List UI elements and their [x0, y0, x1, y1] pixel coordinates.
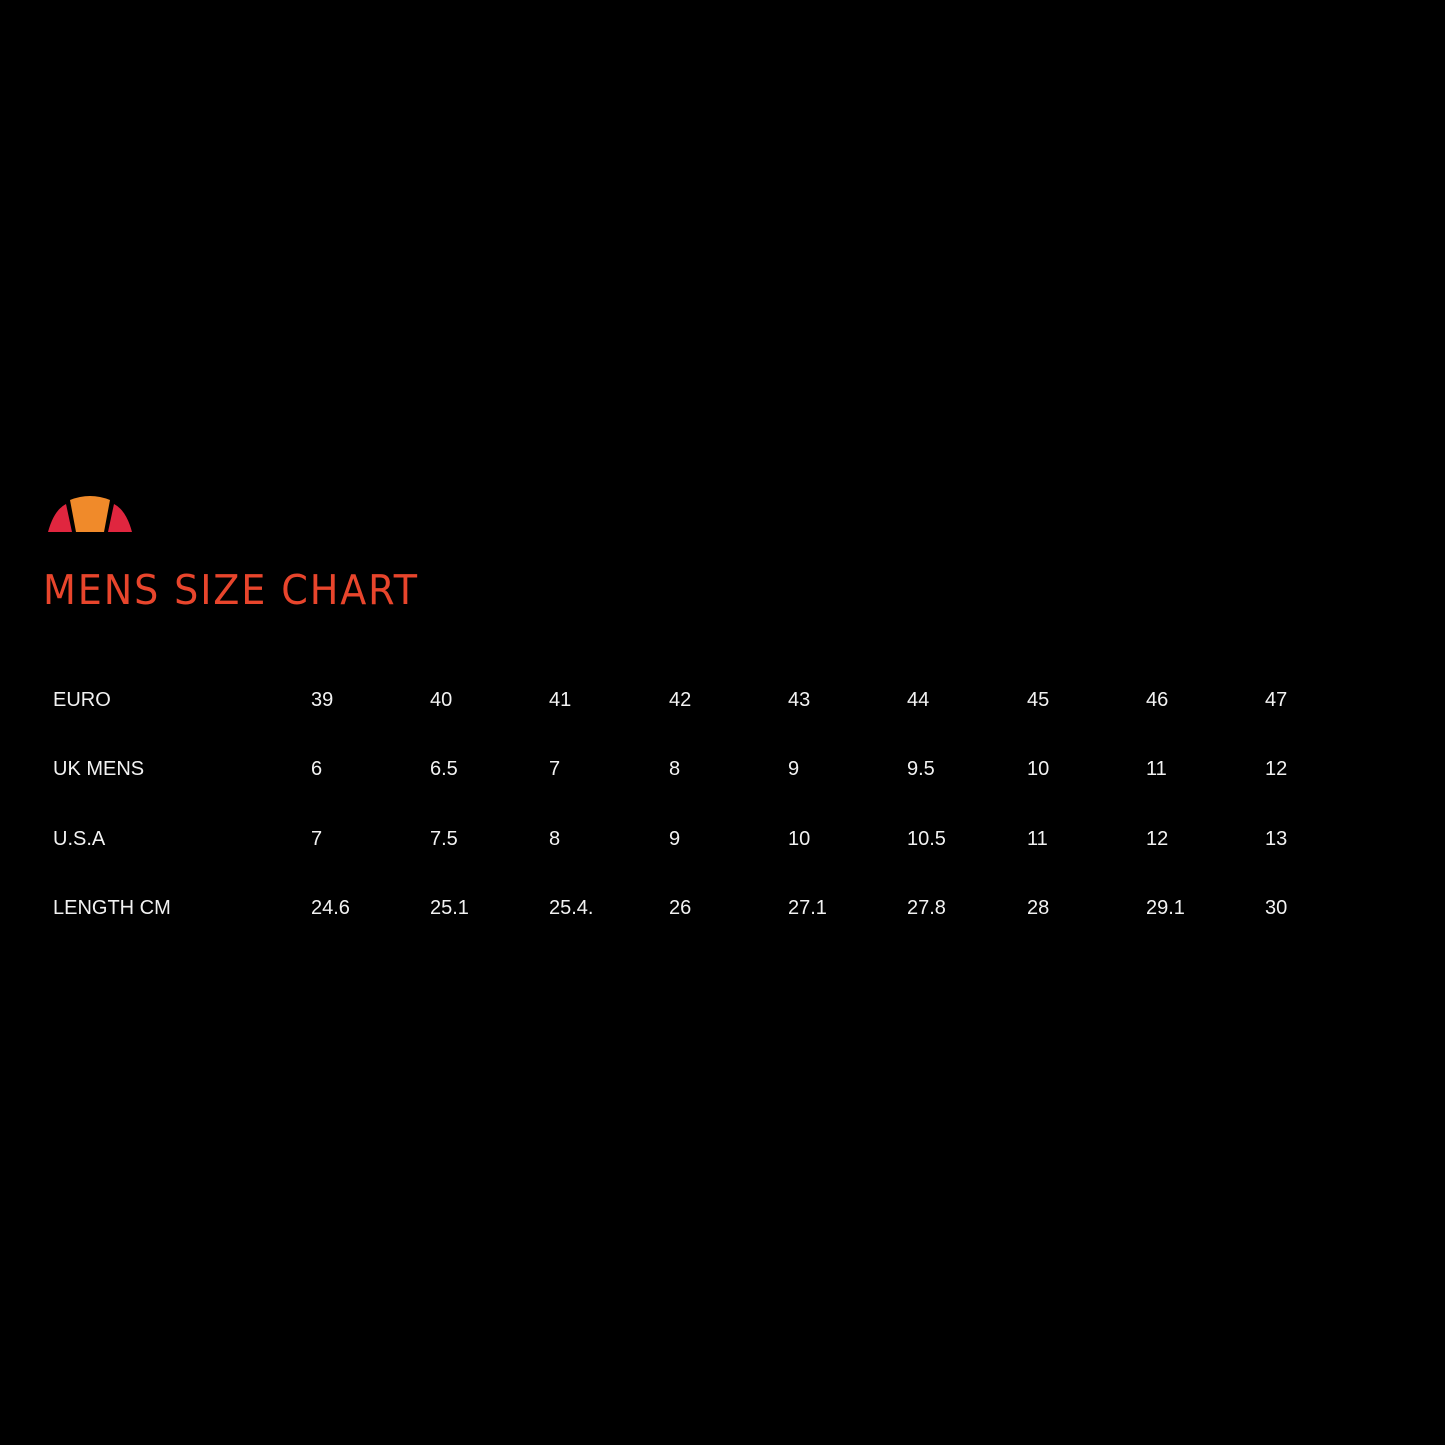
table-cell: 27.8	[907, 897, 946, 919]
table-row: UK MENS 6 6.5 7 8 9 9.5 10 11 12	[0, 754, 1445, 784]
table-cell: 11	[1146, 758, 1167, 780]
table-cell: 45	[1027, 689, 1050, 711]
table-cell: 39	[311, 689, 334, 711]
table-cell: 43	[788, 689, 811, 711]
table-cell: 8	[669, 758, 681, 780]
table-cell: 10	[788, 828, 811, 850]
table-cell: 26	[669, 897, 692, 919]
table-cell: 7.5	[430, 828, 458, 850]
row-label: UK MENS	[53, 758, 145, 780]
table-cell: 7	[549, 758, 561, 780]
table-row: EURO 39 40 41 42 43 44 45 46 47	[0, 685, 1445, 715]
table-cell: 25.4.	[549, 897, 594, 919]
table-cell: 44	[907, 689, 930, 711]
table-cell: 29.1	[1146, 897, 1185, 919]
table-cell: 42	[669, 689, 692, 711]
row-label: U.S.A	[53, 828, 106, 850]
table-row: U.S.A 7 7.5 8 9 10 10.5 11 12 13	[0, 824, 1445, 854]
table-cell: 10.5	[907, 828, 946, 850]
row-label: LENGTH CM	[53, 897, 171, 919]
table-cell: 11	[1027, 828, 1048, 850]
table-cell: 25.1	[430, 897, 469, 919]
row-label: EURO	[53, 689, 111, 711]
table-cell: 12	[1265, 758, 1288, 780]
page-title: MENS SIZE CHART	[43, 566, 419, 614]
table-cell: 47	[1265, 689, 1288, 711]
table-cell: 28	[1027, 897, 1050, 919]
table-cell: 9.5	[907, 758, 935, 780]
table-cell: 12	[1146, 828, 1169, 850]
table-cell: 7	[311, 828, 323, 850]
table-cell: 46	[1146, 689, 1169, 711]
table-cell: 8	[549, 828, 561, 850]
table-cell: 9	[669, 828, 681, 850]
table-cell: 13	[1265, 828, 1288, 850]
table-cell: 27.1	[788, 897, 827, 919]
table-cell: 24.6	[311, 897, 350, 919]
table-cell: 6	[311, 758, 323, 780]
table-cell: 40	[430, 689, 453, 711]
table-cell: 41	[549, 689, 572, 711]
ellesse-logo-icon	[48, 496, 132, 532]
table-cell: 30	[1265, 897, 1288, 919]
table-cell: 9	[788, 758, 800, 780]
table-row: LENGTH CM 24.6 25.1 25.4. 26 27.1 27.8 28 29.1 30	[0, 893, 1445, 923]
table-cell: 10	[1027, 758, 1050, 780]
table-cell: 6.5	[430, 758, 458, 780]
